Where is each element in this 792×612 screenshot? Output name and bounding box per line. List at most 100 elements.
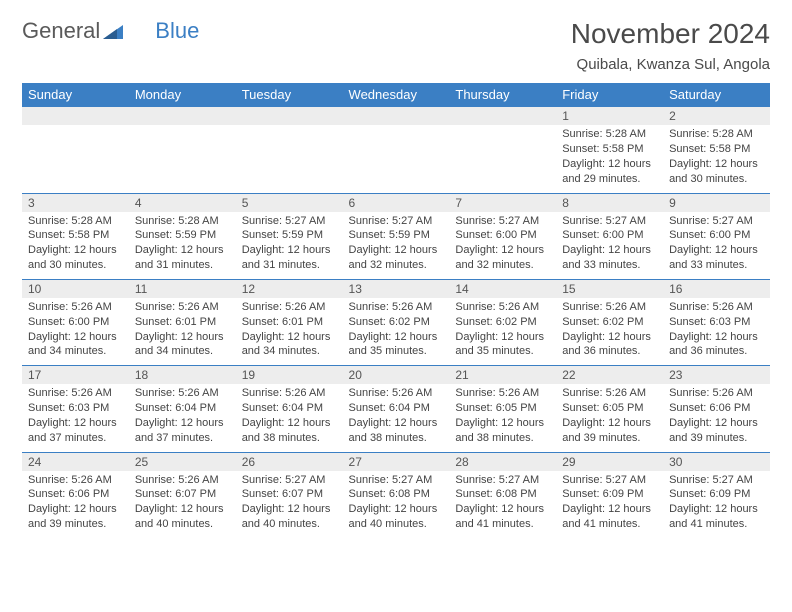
- daylight-text: Daylight: 12 hours: [349, 243, 444, 258]
- daylight-text: Daylight: 12 hours: [28, 330, 123, 345]
- daylight-text: and 39 minutes.: [562, 431, 657, 446]
- brand-text-2: Blue: [155, 18, 199, 44]
- daylight-text: and 29 minutes.: [562, 172, 657, 187]
- brand-logo: General Blue: [22, 18, 199, 44]
- day-content-row: Sunrise: 5:28 AMSunset: 5:58 PMDaylight:…: [22, 212, 770, 280]
- daylight-text: and 31 minutes.: [242, 258, 337, 273]
- sunset-text: Sunset: 6:02 PM: [455, 315, 550, 330]
- day-number: 10: [22, 279, 129, 298]
- daylight-text: Daylight: 12 hours: [28, 416, 123, 431]
- day-number-row: 24252627282930: [22, 452, 770, 471]
- weekday-header: Tuesday: [236, 83, 343, 107]
- sunrise-text: Sunrise: 5:26 AM: [349, 386, 444, 401]
- sunset-text: Sunset: 6:06 PM: [669, 401, 764, 416]
- day-cell: Sunrise: 5:26 AMSunset: 6:01 PMDaylight:…: [129, 298, 236, 366]
- daylight-text: Daylight: 12 hours: [669, 330, 764, 345]
- daylight-text: Daylight: 12 hours: [562, 243, 657, 258]
- day-number-row: 12: [22, 107, 770, 126]
- day-cell: Sunrise: 5:26 AMSunset: 6:07 PMDaylight:…: [129, 471, 236, 538]
- daylight-text: and 41 minutes.: [455, 517, 550, 532]
- sunset-text: Sunset: 6:07 PM: [242, 487, 337, 502]
- sunrise-text: Sunrise: 5:26 AM: [28, 473, 123, 488]
- sunset-text: Sunset: 6:09 PM: [562, 487, 657, 502]
- day-number-row: 3456789: [22, 193, 770, 212]
- day-cell: Sunrise: 5:27 AMSunset: 6:00 PMDaylight:…: [449, 212, 556, 280]
- brand-text-1: General: [22, 18, 100, 44]
- day-number: 7: [449, 193, 556, 212]
- daylight-text: Daylight: 12 hours: [135, 330, 230, 345]
- daylight-text: Daylight: 12 hours: [562, 330, 657, 345]
- day-content-row: Sunrise: 5:26 AMSunset: 6:06 PMDaylight:…: [22, 471, 770, 538]
- sunset-text: Sunset: 6:04 PM: [349, 401, 444, 416]
- daylight-text: and 35 minutes.: [455, 344, 550, 359]
- sunrise-text: Sunrise: 5:27 AM: [562, 214, 657, 229]
- day-number: 24: [22, 452, 129, 471]
- sunset-text: Sunset: 6:02 PM: [349, 315, 444, 330]
- sunrise-text: Sunrise: 5:27 AM: [242, 214, 337, 229]
- month-title: November 2024: [571, 18, 770, 50]
- day-cell: Sunrise: 5:26 AMSunset: 6:03 PMDaylight:…: [663, 298, 770, 366]
- header: General Blue November 2024 Quibala, Kwan…: [22, 18, 770, 73]
- sunrise-text: Sunrise: 5:27 AM: [562, 473, 657, 488]
- daylight-text: Daylight: 12 hours: [135, 416, 230, 431]
- day-number: 27: [343, 452, 450, 471]
- daylight-text: and 39 minutes.: [28, 517, 123, 532]
- day-number: 6: [343, 193, 450, 212]
- day-number: [343, 107, 450, 126]
- day-number: 25: [129, 452, 236, 471]
- daylight-text: and 31 minutes.: [135, 258, 230, 273]
- day-number: [449, 107, 556, 126]
- sunrise-text: Sunrise: 5:26 AM: [242, 300, 337, 315]
- sunset-text: Sunset: 6:03 PM: [28, 401, 123, 416]
- day-cell: Sunrise: 5:27 AMSunset: 6:09 PMDaylight:…: [663, 471, 770, 538]
- daylight-text: and 39 minutes.: [669, 431, 764, 446]
- day-content-row: Sunrise: 5:26 AMSunset: 6:03 PMDaylight:…: [22, 384, 770, 452]
- calendar-table: Sunday Monday Tuesday Wednesday Thursday…: [22, 83, 770, 538]
- day-cell: [129, 125, 236, 193]
- day-cell: Sunrise: 5:26 AMSunset: 6:02 PMDaylight:…: [343, 298, 450, 366]
- weekday-header: Thursday: [449, 83, 556, 107]
- daylight-text: Daylight: 12 hours: [669, 243, 764, 258]
- daylight-text: Daylight: 12 hours: [349, 330, 444, 345]
- sunset-text: Sunset: 6:01 PM: [135, 315, 230, 330]
- sunrise-text: Sunrise: 5:26 AM: [562, 300, 657, 315]
- daylight-text: and 30 minutes.: [669, 172, 764, 187]
- day-cell: Sunrise: 5:26 AMSunset: 6:02 PMDaylight:…: [556, 298, 663, 366]
- day-cell: Sunrise: 5:27 AMSunset: 6:00 PMDaylight:…: [663, 212, 770, 280]
- day-cell: Sunrise: 5:27 AMSunset: 6:08 PMDaylight:…: [343, 471, 450, 538]
- day-number: 8: [556, 193, 663, 212]
- sunset-text: Sunset: 6:03 PM: [669, 315, 764, 330]
- day-number: 29: [556, 452, 663, 471]
- day-cell: Sunrise: 5:27 AMSunset: 6:09 PMDaylight:…: [556, 471, 663, 538]
- daylight-text: Daylight: 12 hours: [135, 243, 230, 258]
- sunrise-text: Sunrise: 5:26 AM: [455, 386, 550, 401]
- day-number: 30: [663, 452, 770, 471]
- sunset-text: Sunset: 6:00 PM: [28, 315, 123, 330]
- daylight-text: and 37 minutes.: [135, 431, 230, 446]
- sunrise-text: Sunrise: 5:26 AM: [669, 300, 764, 315]
- day-cell: Sunrise: 5:26 AMSunset: 6:04 PMDaylight:…: [236, 384, 343, 452]
- day-content-row: Sunrise: 5:28 AMSunset: 5:58 PMDaylight:…: [22, 125, 770, 193]
- daylight-text: Daylight: 12 hours: [242, 243, 337, 258]
- daylight-text: Daylight: 12 hours: [455, 416, 550, 431]
- sunrise-text: Sunrise: 5:26 AM: [135, 473, 230, 488]
- sunset-text: Sunset: 5:59 PM: [349, 228, 444, 243]
- daylight-text: and 33 minutes.: [669, 258, 764, 273]
- day-number: 20: [343, 366, 450, 385]
- day-number: 16: [663, 279, 770, 298]
- daylight-text: Daylight: 12 hours: [562, 416, 657, 431]
- sunrise-text: Sunrise: 5:28 AM: [562, 127, 657, 142]
- day-cell: Sunrise: 5:26 AMSunset: 6:05 PMDaylight:…: [449, 384, 556, 452]
- daylight-text: and 30 minutes.: [28, 258, 123, 273]
- sunset-text: Sunset: 6:08 PM: [349, 487, 444, 502]
- day-cell: Sunrise: 5:27 AMSunset: 5:59 PMDaylight:…: [343, 212, 450, 280]
- weekday-header: Monday: [129, 83, 236, 107]
- daylight-text: Daylight: 12 hours: [455, 330, 550, 345]
- sunset-text: Sunset: 6:00 PM: [455, 228, 550, 243]
- sunset-text: Sunset: 5:59 PM: [135, 228, 230, 243]
- day-number: 26: [236, 452, 343, 471]
- day-cell: Sunrise: 5:26 AMSunset: 6:02 PMDaylight:…: [449, 298, 556, 366]
- day-number: 9: [663, 193, 770, 212]
- day-cell: Sunrise: 5:28 AMSunset: 5:59 PMDaylight:…: [129, 212, 236, 280]
- daylight-text: Daylight: 12 hours: [242, 416, 337, 431]
